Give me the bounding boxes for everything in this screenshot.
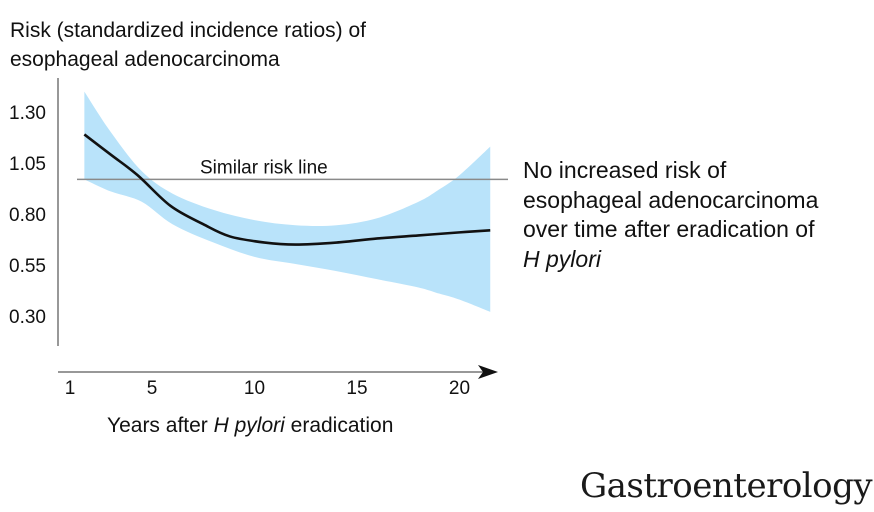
annotation-line-2: esophageal adenocarcinoma — [523, 186, 819, 213]
annotation-line-3: over time after eradication of — [523, 216, 815, 242]
y-axis-title-line-2: esophageal adenocarcinoma — [10, 48, 280, 71]
estimate-line-layer — [83, 133, 491, 246]
x-tick-label: 20 — [449, 378, 470, 399]
x-tick-label: 10 — [244, 378, 265, 399]
y-tick-label: 0.30 — [9, 307, 46, 328]
annotation-line-4: H pylori — [523, 245, 601, 272]
y-axis-title-line-1: Risk (standardized incidence ratios) of — [10, 19, 366, 42]
x-axis-title-italic: H pylori — [213, 414, 285, 437]
conclusion-annotation: No increased risk of esophageal adenocar… — [523, 156, 818, 274]
x-tick-label: 15 — [346, 378, 367, 399]
y-tick-labels: 1.30 1.05 0.80 0.55 0.30 — [9, 103, 46, 328]
x-tick-label: 5 — [147, 378, 158, 399]
y-axis-title: Risk (standardized incidence ratios) of … — [10, 16, 366, 74]
journal-logo: Gastroenterology — [580, 466, 873, 506]
x-axis-title-pre: Years after — [107, 414, 214, 437]
y-tick-label: 0.80 — [9, 205, 46, 226]
x-tick-label: 1 — [65, 378, 76, 399]
y-tick-label: 0.55 — [9, 256, 46, 277]
y-tick-label: 1.30 — [9, 103, 46, 124]
confidence-band — [84, 91, 491, 312]
estimate-line — [83, 133, 491, 246]
y-tick-label: 1.05 — [9, 154, 46, 175]
x-axis-title: Years after H pylori eradication — [107, 414, 393, 438]
x-tick-labels: 1 5 10 15 20 — [65, 378, 470, 399]
similar-risk-line-label: Similar risk line — [200, 157, 328, 178]
x-axis-arrowhead-icon — [478, 365, 498, 379]
confidence-band-layer — [84, 91, 491, 312]
annotation-line-1: No increased risk of — [523, 157, 727, 183]
x-axis-title-post: eradication — [284, 414, 394, 437]
